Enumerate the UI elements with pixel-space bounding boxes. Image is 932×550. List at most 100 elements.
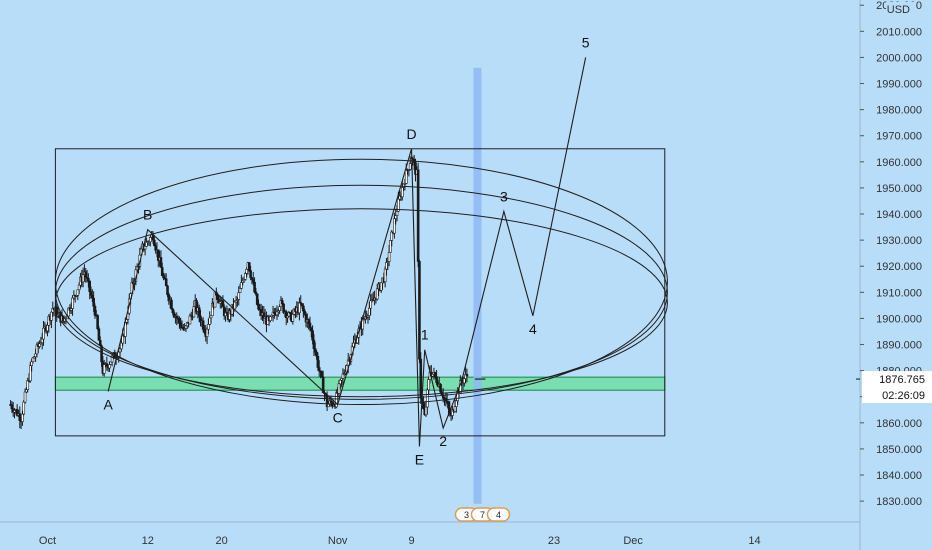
wave-label-4: 4: [529, 321, 537, 337]
candle-body: [42, 327, 45, 340]
candle-body: [257, 304, 260, 310]
event-badges[interactable]: 3 7 4: [454, 507, 511, 522]
pattern-label-c: C: [333, 410, 343, 426]
candle-body: [245, 269, 248, 274]
candle-body: [84, 271, 88, 278]
candle-body: [30, 361, 33, 366]
candle-body: [435, 376, 438, 383]
candle-body: [166, 285, 169, 295]
candle-body: [315, 351, 318, 357]
wave-label-2: 2: [439, 433, 447, 449]
current-price-label-bg: [862, 371, 932, 388]
candle-body: [100, 345, 103, 363]
candle-body: [269, 316, 272, 321]
time-tick-label: 12: [142, 535, 154, 547]
candle-body: [238, 288, 242, 293]
event-badge-count: 4: [496, 510, 501, 520]
abcde-pattern-line: [107, 148, 420, 447]
candle-body: [419, 358, 423, 399]
candle-body: [320, 371, 324, 378]
candle-body: [31, 357, 35, 363]
candle-body: [390, 231, 394, 241]
candle-body: [216, 294, 219, 300]
price-tick-label: 1960.000: [876, 157, 922, 169]
candle-body: [109, 361, 113, 365]
candle-body: [303, 310, 306, 315]
candle-body: [465, 373, 469, 377]
candle-body: [339, 379, 342, 385]
price-tick-label: 1830.000: [876, 496, 922, 508]
candle-body: [153, 239, 156, 246]
candle-body: [38, 343, 41, 347]
candle-body: [244, 273, 247, 280]
candle-body: [23, 391, 27, 403]
candle-body: [221, 300, 225, 308]
candle-body: [447, 402, 450, 409]
event-badge-count: 7: [480, 510, 485, 520]
candle-body: [184, 325, 188, 329]
candle-body: [302, 305, 305, 312]
price-tick-label: 1840.000: [876, 470, 922, 482]
candle-body: [143, 245, 147, 250]
candle-body: [389, 240, 392, 253]
candle-body: [375, 288, 379, 300]
candle-body: [291, 314, 295, 322]
time-tick-label: Dec: [623, 535, 643, 547]
price-tick-label: 1900.000: [876, 313, 922, 325]
candle-body: [394, 215, 398, 220]
candle-body: [188, 315, 192, 325]
price-tick-label: 1980.000: [876, 105, 922, 117]
candle-body: [455, 400, 458, 407]
candle-body: [93, 305, 97, 316]
candle-body: [395, 210, 399, 216]
time-axis[interactable]: Oct 12 20 Nov 9 23 Dec 14: [0, 521, 860, 547]
currency-label: USD: [887, 4, 910, 16]
candle-body: [397, 198, 400, 212]
candle-body: [253, 281, 256, 293]
event-badge[interactable]: [486, 507, 511, 522]
price-tick-label: 1970.000: [876, 131, 922, 143]
candle-body: [164, 278, 168, 287]
price-tick-label: 1930.000: [876, 235, 922, 247]
price-axis[interactable]: 2020.0002010.0002000.0001990.0001980.000…: [856, 0, 932, 550]
candle-body: [77, 284, 81, 291]
candle-body: [89, 291, 93, 296]
price-tick-label: 1950.000: [876, 183, 922, 195]
candle-body: [300, 303, 304, 307]
candle-body: [404, 169, 408, 184]
support-zone: [54, 376, 666, 391]
candle-body: [29, 365, 32, 382]
candle-body: [387, 251, 391, 262]
candle-body: [208, 317, 212, 325]
cycle-ellipse-1: [54, 158, 668, 406]
candle-body: [160, 267, 164, 277]
candle-body: [197, 307, 201, 317]
countdown-label-bg: [862, 387, 932, 404]
candle-body: [282, 303, 285, 313]
candle-body: [237, 292, 241, 300]
candle-body: [105, 363, 109, 367]
candle-body: [121, 334, 124, 344]
support-zone-layer: [54, 67, 666, 504]
candle-body: [91, 295, 94, 299]
candle-body: [10, 404, 14, 410]
price-tick-label: 1890.000: [876, 340, 922, 352]
candle-body: [21, 413, 24, 422]
candle-body: [201, 320, 205, 330]
candle-body: [383, 268, 387, 283]
price-tick-label: 1990.000: [876, 79, 922, 91]
range-rectangle: [54, 148, 666, 437]
candle-body: [46, 325, 49, 332]
candle-body: [424, 406, 428, 416]
candle-body: [178, 317, 181, 324]
candle-body: [462, 378, 466, 384]
candle-body: [439, 383, 442, 393]
candle-body: [393, 218, 396, 234]
candle-body: [205, 328, 209, 337]
candle-body: [416, 169, 420, 262]
candle-body: [418, 261, 421, 360]
candle-body: [433, 372, 437, 377]
candle-body: [317, 367, 321, 372]
time-tick-label: 14: [748, 535, 760, 547]
